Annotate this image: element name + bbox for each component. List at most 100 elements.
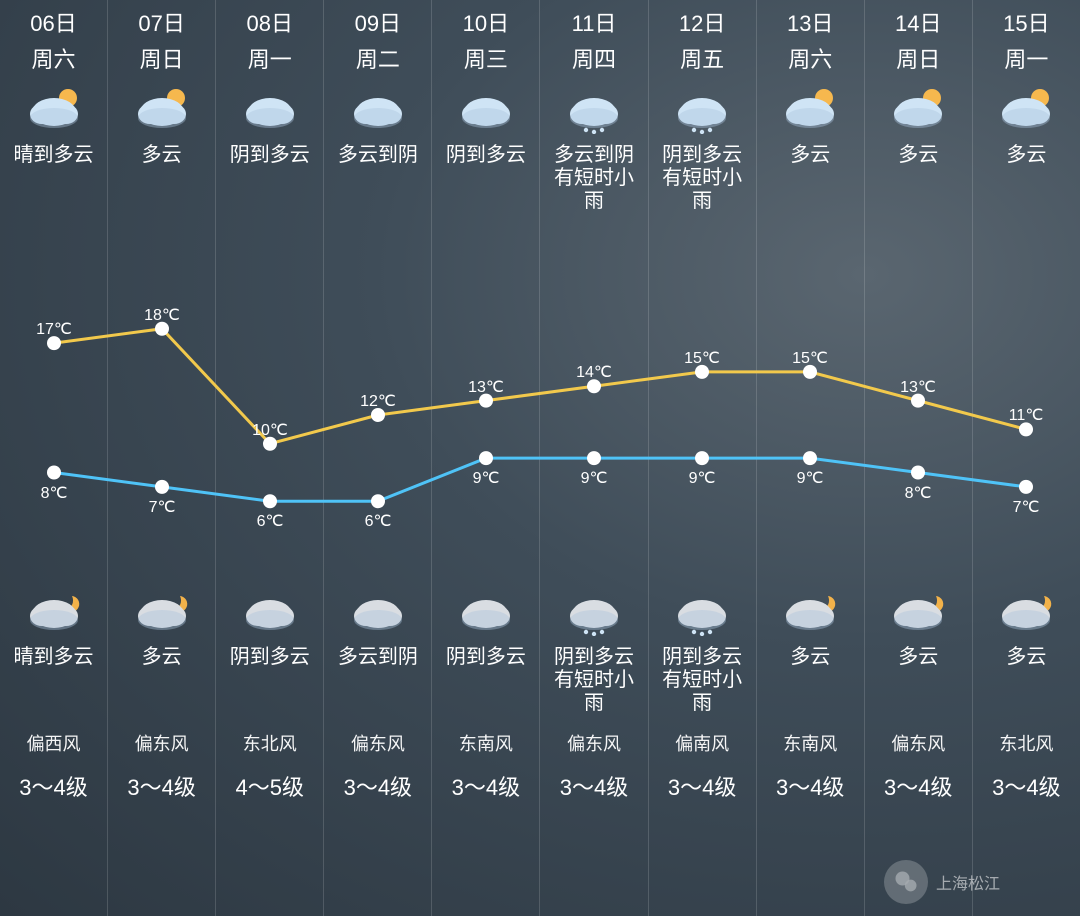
wind-direction: 偏南风	[675, 730, 729, 756]
wind-direction: 偏西风	[27, 730, 81, 756]
date-label: 15日	[1003, 6, 1049, 38]
date-label: 11日	[572, 6, 617, 38]
weather-icon-day	[348, 82, 408, 134]
wind-direction: 偏东风	[567, 730, 621, 756]
wind-direction: 东南风	[783, 730, 837, 756]
weather-desc-day: 晴到多云	[8, 144, 100, 214]
low-temp-label: 6℃	[365, 511, 392, 531]
weather-desc-night: 多云	[1000, 646, 1052, 716]
date-label: 07日	[138, 6, 184, 38]
day-of-week: 周六	[32, 42, 76, 74]
weather-desc-day: 阴到多云	[224, 144, 316, 214]
day-column: 15日 周一 多云 多云 东北风 3～4级	[973, 0, 1080, 916]
day-of-week: 周三	[464, 42, 508, 74]
wind-level: 3～4级	[776, 770, 844, 802]
day-column: 08日 周一 阴到多云 阴到多云 东北风 4～5级	[216, 0, 324, 916]
weather-icon-night	[672, 584, 732, 636]
low-temp-label: 9℃	[473, 468, 500, 488]
low-temp-label: 6℃	[257, 511, 284, 531]
weather-desc-day: 多云	[784, 144, 836, 214]
weather-icon-night	[888, 584, 948, 636]
date-label: 10日	[463, 6, 509, 38]
weather-icon-night	[780, 584, 840, 636]
forecast-grid: 06日 周六 晴到多云 晴到多云 偏西风 3～4级 07日 周日 多云 多云 偏…	[0, 0, 1080, 916]
weather-icon-day	[996, 82, 1056, 134]
wechat-icon	[884, 860, 928, 904]
high-temp-label: 13℃	[900, 377, 936, 397]
high-temp-label: 11℃	[1009, 405, 1044, 425]
day-of-week: 周日	[896, 42, 940, 74]
weather-icon-night	[564, 584, 624, 636]
wind-direction: 偏东风	[351, 730, 405, 756]
watermark-text: 上海松江	[936, 870, 1000, 894]
wind-level: 3～4级	[19, 770, 87, 802]
low-temp-label: 8℃	[41, 483, 68, 503]
wind-level: 3～4级	[344, 770, 412, 802]
day-column: 07日 周日 多云 多云 偏东风 3～4级	[108, 0, 216, 916]
high-temp-label: 10℃	[252, 420, 288, 440]
day-of-week: 周一	[248, 42, 292, 74]
date-label: 12日	[679, 6, 725, 38]
day-of-week: 周日	[140, 42, 184, 74]
wind-level: 3～4级	[884, 770, 952, 802]
day-column: 10日 周三 阴到多云 阴到多云 东南风 3～4级	[432, 0, 540, 916]
weather-desc-night: 阴到多云有短时小雨	[540, 646, 647, 716]
weather-icon-night	[240, 584, 300, 636]
weather-desc-night: 多云	[136, 646, 188, 716]
day-of-week: 周一	[1004, 42, 1048, 74]
wind-level: 3～4级	[127, 770, 195, 802]
weather-icon-day	[564, 82, 624, 134]
day-of-week: 周二	[356, 42, 400, 74]
high-temp-label: 15℃	[684, 348, 720, 368]
date-label: 14日	[895, 6, 941, 38]
high-temp-label: 13℃	[468, 377, 504, 397]
day-of-week: 周六	[788, 42, 832, 74]
weather-icon-day	[240, 82, 300, 134]
wind-direction: 东北风	[999, 730, 1053, 756]
watermark: 上海松江	[884, 860, 1000, 904]
date-label: 09日	[355, 6, 401, 38]
weather-icon-night	[132, 584, 192, 636]
low-temp-label: 7℃	[1013, 497, 1040, 517]
high-temp-label: 12℃	[360, 391, 396, 411]
weather-desc-day: 多云到阴有短时小雨	[540, 144, 647, 214]
day-column: 06日 周六 晴到多云 晴到多云 偏西风 3～4级	[0, 0, 108, 916]
weather-desc-day: 多云到阴	[332, 144, 424, 214]
weather-icon-night	[456, 584, 516, 636]
weather-icon-night	[996, 584, 1056, 636]
wind-direction: 偏东风	[891, 730, 945, 756]
day-column: 12日 周五 阴到多云有短时小雨 阴到多云有短时小雨 偏南风 3～4级	[649, 0, 757, 916]
wind-level: 3～4级	[992, 770, 1060, 802]
weather-desc-night: 多云到阴	[332, 646, 424, 716]
weather-desc-day: 多云	[892, 144, 944, 214]
day-column: 09日 周二 多云到阴 多云到阴 偏东风 3～4级	[324, 0, 432, 916]
wind-level: 3～4级	[452, 770, 520, 802]
wind-direction: 东北风	[243, 730, 297, 756]
weather-icon-day	[132, 82, 192, 134]
date-label: 13日	[787, 6, 833, 38]
wind-level: 3～4级	[668, 770, 736, 802]
wind-level: 4～5级	[235, 770, 303, 802]
high-temp-label: 14℃	[576, 362, 612, 382]
low-temp-label: 7℃	[149, 497, 176, 517]
date-label: 08日	[246, 6, 292, 38]
low-temp-label: 8℃	[905, 483, 932, 503]
day-column: 14日 周日 多云 多云 偏东风 3～4级	[865, 0, 973, 916]
weather-desc-night: 阴到多云	[440, 646, 532, 716]
weather-desc-night: 晴到多云	[8, 646, 100, 716]
day-column: 11日 周四 多云到阴有短时小雨 阴到多云有短时小雨 偏东风 3～4级	[540, 0, 648, 916]
weather-icon-day	[672, 82, 732, 134]
weather-desc-day: 多云	[1000, 144, 1052, 214]
high-temp-label: 15℃	[792, 348, 828, 368]
wind-direction: 东南风	[459, 730, 513, 756]
weather-desc-night: 阴到多云	[224, 646, 316, 716]
high-temp-label: 17℃	[36, 319, 72, 339]
low-temp-label: 9℃	[797, 468, 824, 488]
weather-icon-day	[24, 82, 84, 134]
date-label: 06日	[30, 6, 76, 38]
day-column: 13日 周六 多云 多云 东南风 3～4级	[757, 0, 865, 916]
weather-desc-night: 多云	[784, 646, 836, 716]
weather-desc-day: 阴到多云有短时小雨	[649, 144, 756, 214]
weather-icon-night	[348, 584, 408, 636]
weather-icon-day	[888, 82, 948, 134]
